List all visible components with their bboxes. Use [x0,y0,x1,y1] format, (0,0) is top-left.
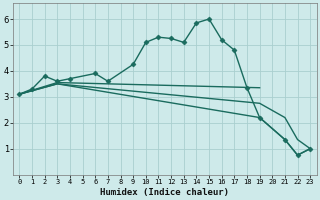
X-axis label: Humidex (Indice chaleur): Humidex (Indice chaleur) [100,188,229,197]
